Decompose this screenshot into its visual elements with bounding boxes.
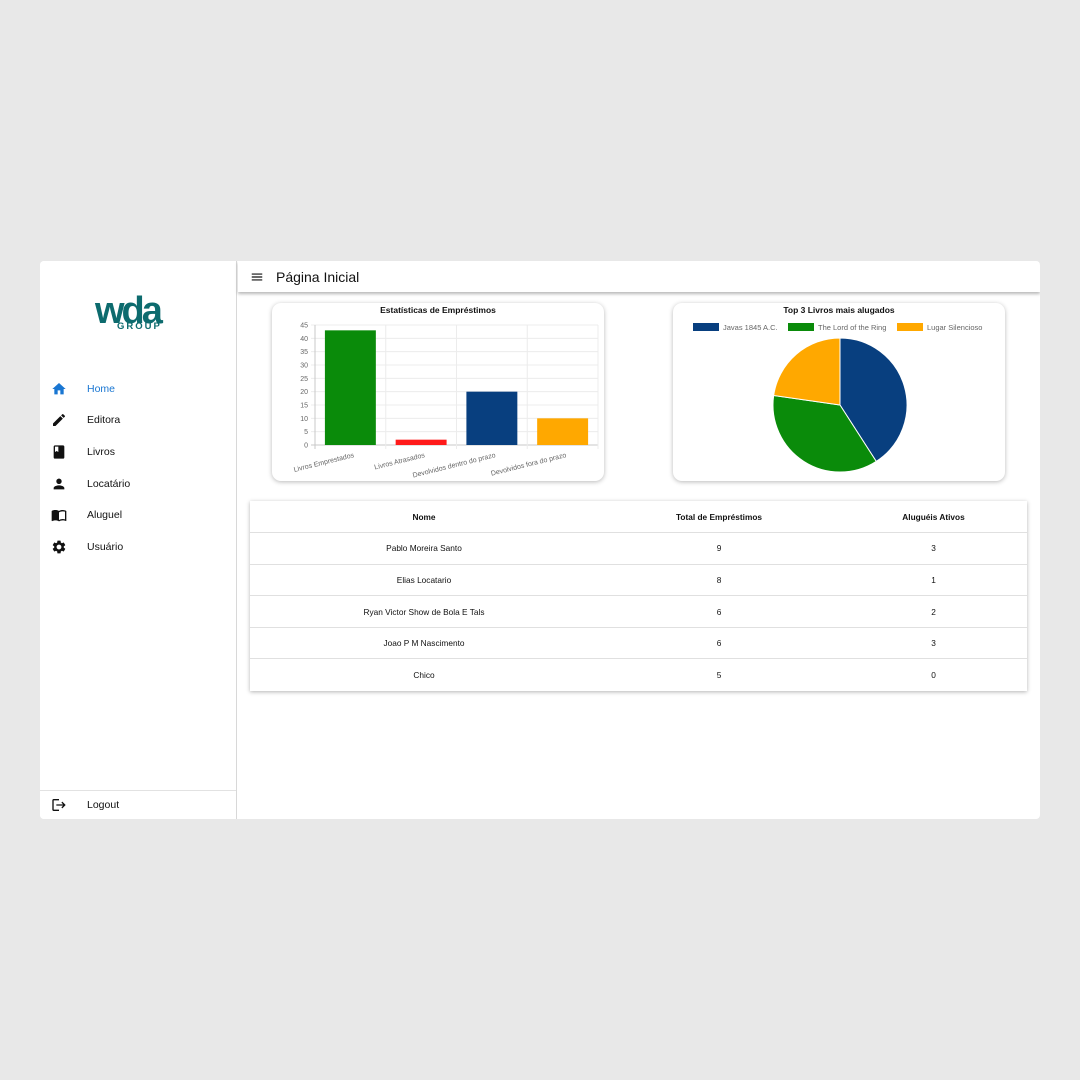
- column-header-total-emprestimos[interactable]: Total de Empréstimos: [598, 501, 840, 534]
- bar-chart-title: Estatísticas de Empréstimos: [380, 305, 496, 315]
- sidebar-item-label: Editora: [87, 414, 121, 427]
- legend-swatch: [693, 323, 719, 331]
- table-row[interactable]: Chico 5 0: [250, 659, 1027, 691]
- cell-total-emprestimos: 6: [598, 595, 840, 628]
- logo-subtitle: GROUP: [117, 321, 162, 332]
- sidebar-item-editora[interactable]: Editora: [40, 405, 236, 437]
- logout-icon: [51, 797, 67, 813]
- sidebar-item-label: Aluguel: [87, 509, 123, 522]
- legend-swatch: [788, 323, 814, 331]
- page-title: Página Inicial: [276, 268, 360, 285]
- wda-group-logo: wda GROUP: [95, 290, 175, 333]
- y-tick-label: 5: [304, 429, 308, 436]
- sidebar-item-label: Usuário: [87, 540, 124, 553]
- bar: [537, 418, 589, 445]
- top-app-bar: Página Inicial: [238, 261, 1040, 292]
- table-row[interactable]: Pablo Moreira Santo 9 3: [250, 532, 1027, 565]
- cell-total-emprestimos: 5: [716, 670, 722, 681]
- y-tick-label: 30: [300, 363, 308, 370]
- cell-alugueis-ativos: 0: [931, 670, 936, 681]
- pie-slice: [772, 394, 877, 473]
- renters-table-card: Nome Total de Empréstimos Aluguéis Ativo…: [250, 501, 1027, 691]
- sidebar-item-locatario[interactable]: Locatário: [40, 468, 236, 500]
- cell-alugueis-ativos: 2: [840, 595, 1027, 628]
- loan-stats-chart-card: Estatísticas de Empréstimos 0 5 10 15 20 25 30…: [272, 303, 604, 481]
- cell-alugueis-ativos: 3: [840, 532, 1027, 565]
- table-row[interactable]: Joao P M Nascimento 6 3: [250, 627, 1027, 660]
- open-book-icon: [51, 507, 67, 523]
- sidebar-item-label: Locatário: [87, 477, 131, 490]
- sidebar-item-livros[interactable]: Livros: [40, 436, 236, 468]
- table-row[interactable]: Ryan Victor Show de Bola E Tals 6 2: [250, 595, 1027, 628]
- table-row[interactable]: Elias Locatario 8 1: [250, 564, 1027, 597]
- logo-wordmark: wda: [95, 290, 163, 332]
- legend-label: Lugar Silencioso: [927, 323, 982, 332]
- legend-label: The Lord of the Ring: [818, 323, 886, 332]
- y-tick-label: 35: [300, 349, 308, 356]
- column-header-alugueis-ativos[interactable]: Aluguéis Ativos: [840, 501, 1027, 534]
- bar: [466, 391, 518, 445]
- y-tick-label: 15: [300, 403, 308, 410]
- home-icon: [51, 381, 67, 397]
- bar: [395, 439, 447, 445]
- pie-slice: [773, 337, 841, 406]
- y-tick-label: 10: [300, 416, 308, 423]
- y-tick-label: 25: [300, 376, 308, 383]
- sidebar: wda GROUP Home Editora Livros: [40, 261, 237, 819]
- sidebar-item-home[interactable]: Home: [40, 373, 236, 405]
- x-tick-label: Devolvidos fora do prazo: [490, 452, 567, 478]
- cell-nome: Chico: [413, 670, 435, 681]
- logout-button[interactable]: Logout: [40, 789, 236, 819]
- x-tick-label: Livros Atrasados: [374, 452, 426, 471]
- person-icon: [51, 476, 67, 492]
- sidebar-item-aluguel[interactable]: Aluguel: [40, 499, 236, 531]
- pie-chart: Javas 1845 A.C. The Lord of the Ring Lugar…: [693, 323, 982, 473]
- sidebar-item-usuario[interactable]: Usuário: [40, 531, 236, 563]
- renters-table: Nome Total de Empréstimos Aluguéis Ativo…: [250, 501, 1027, 691]
- top-books-chart-card: Top 3 Livros mais alugados Javas 1845 A.…: [673, 303, 1005, 481]
- book-icon: [51, 444, 67, 460]
- sidebar-item-label: Home: [87, 382, 116, 395]
- x-tick-label: Livros Emprestados: [293, 452, 355, 474]
- y-tick-label: 40: [300, 336, 308, 343]
- cell-nome: Elias Locatario: [250, 564, 598, 597]
- legend-label: Javas 1845 A.C.: [723, 323, 778, 332]
- sidebar-nav: Home Editora Livros Locatário: [40, 373, 236, 563]
- legend-swatch: [897, 323, 923, 331]
- app-window: wda GROUP Home Editora Livros: [40, 261, 1040, 819]
- bar: [324, 330, 376, 445]
- pencil-icon: [51, 412, 67, 428]
- main-content: Estatísticas de Empréstimos 0 5 10 15 20 25 30…: [238, 292, 1040, 819]
- cell-nome: Ryan Victor Show de Bola E Tals: [250, 595, 598, 628]
- hamburger-menu-icon[interactable]: [250, 270, 264, 284]
- pie-chart-title: Top 3 Livros mais alugados: [783, 305, 895, 315]
- cell-alugueis-ativos: 1: [840, 564, 1027, 597]
- table-header-row: Nome Total de Empréstimos Aluguéis Ativo…: [250, 501, 1027, 534]
- logout-section: Logout: [40, 790, 236, 819]
- cell-total-emprestimos: 6: [598, 627, 840, 660]
- sidebar-item-label: Livros: [87, 445, 116, 458]
- cell-nome: Pablo Moreira Santo: [250, 532, 598, 565]
- y-tick-label: 20: [300, 389, 308, 396]
- cell-alugueis-ativos: 3: [840, 627, 1027, 660]
- column-header-nome[interactable]: Nome: [250, 501, 598, 534]
- y-tick-label: 0: [304, 443, 308, 450]
- cell-total-emprestimos: 9: [598, 532, 840, 565]
- gear-icon: [51, 539, 67, 555]
- cell-nome: Joao P M Nascimento: [250, 627, 598, 660]
- bar-chart: 0 5 10 15 20 25 30 35 40 45 Livros Emprestados Livr…: [293, 323, 599, 480]
- cell-total-emprestimos: 8: [598, 564, 840, 597]
- logout-label: Logout: [87, 798, 120, 811]
- y-tick-label: 45: [300, 323, 308, 330]
